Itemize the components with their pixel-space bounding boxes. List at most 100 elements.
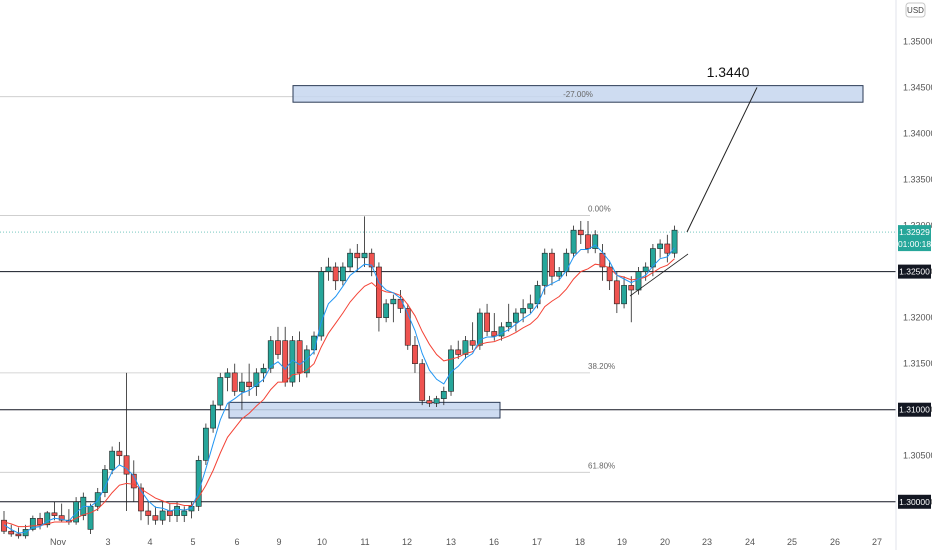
candle-body-up [520, 308, 527, 314]
candle [145, 501, 152, 525]
candle [671, 225, 678, 258]
candle-body-up [527, 303, 534, 309]
time-axis[interactable]: Nov 3 4 5 6 9 10 11 12 13 16 17 18 19 20 23 24 25 26 27 [50, 537, 882, 547]
level-price-tag: 1.32500 [898, 264, 931, 279]
candle-body-up [347, 252, 353, 268]
candle-body-down [376, 266, 382, 318]
candle [361, 216, 368, 267]
candle-body-down [613, 280, 620, 305]
candle [102, 464, 108, 498]
candle-body-up [621, 285, 627, 305]
x-tick-label: Nov [50, 537, 67, 547]
support-zone[interactable] [228, 401, 501, 419]
y-tick-label: 1.30500 [903, 451, 932, 461]
level-price-tag-label: 1.31000 [899, 405, 930, 415]
candle-body-down [469, 340, 476, 346]
y-tick-label: 1.34500 [903, 82, 932, 92]
candle-body-up [325, 266, 332, 272]
candle-body-down [368, 252, 375, 268]
candle-body-down [8, 530, 15, 535]
candle-body-down [166, 510, 173, 516]
fib-label: 0.00% [588, 204, 611, 213]
x-tick-label: 10 [317, 537, 327, 547]
target-zone[interactable] [292, 85, 864, 103]
currency-badge[interactable]: USD [905, 2, 926, 18]
candle-body-up [339, 266, 346, 282]
candle-body-down [606, 266, 613, 282]
candle [195, 455, 202, 511]
candle-body-down [145, 510, 152, 516]
candle-body-down [664, 243, 671, 254]
target-zone-label: -27.00% [563, 90, 593, 99]
candle-body-down [599, 252, 606, 268]
candle-body-down [585, 234, 591, 249]
candle [152, 506, 159, 525]
x-tick-label: 12 [402, 537, 412, 547]
candle [239, 372, 245, 410]
candle-body-up [592, 234, 599, 249]
candle [332, 262, 339, 291]
price-tags: 1.32500 1.31000 1.30000 1.32929 01:00:18 [898, 225, 931, 509]
horizontal-levels [0, 96, 896, 503]
candle-body-down [412, 344, 418, 364]
candle-body-up [505, 321, 512, 328]
x-tick-label: 4 [147, 537, 152, 547]
candle-body-down [51, 512, 58, 516]
candle [73, 497, 79, 525]
candle-body-down [275, 340, 281, 355]
candle-body-down [397, 298, 404, 309]
candle-body-up [513, 312, 519, 323]
candle [116, 441, 123, 465]
candle [606, 260, 613, 291]
x-tick-label: 26 [830, 537, 840, 547]
candle [577, 220, 584, 244]
currency-badge-box[interactable] [905, 2, 926, 18]
candle-body-up [556, 271, 563, 277]
candle [383, 299, 390, 323]
candle-body-down [231, 372, 238, 392]
trend-line [629, 253, 689, 297]
level-price-tag-label: 1.32500 [899, 267, 930, 277]
candle-body-up [649, 248, 656, 268]
candle-body-up [260, 367, 267, 374]
candle [202, 423, 209, 465]
candle-body-down [152, 515, 159, 521]
candle [390, 294, 397, 323]
candle [664, 234, 671, 263]
y-tick-label: 1.35000 [903, 36, 932, 46]
annotations: 0.00% 38.20% 61.80% -27.00% [563, 87, 758, 470]
candle [621, 276, 627, 309]
candle-body-up [541, 252, 548, 286]
x-tick-label: 27 [872, 537, 882, 547]
candle-body-up [159, 510, 166, 521]
zones[interactable] [228, 85, 864, 419]
candle [303, 345, 310, 378]
projection-line [686, 87, 758, 233]
candle-body-up [383, 303, 390, 318]
candle-body-down [332, 266, 339, 282]
candle [339, 262, 346, 286]
candle [282, 326, 289, 387]
candle [505, 303, 512, 332]
candle [426, 395, 433, 407]
candle-body-down [1, 519, 7, 532]
countdown-timer: 01:00:18 [898, 239, 931, 249]
candle-body-up [102, 469, 108, 493]
candle [29, 515, 36, 532]
candle [347, 248, 353, 272]
candle [325, 257, 332, 281]
y-tick-label: 1.34000 [903, 129, 932, 139]
y-tick-label: 1.31500 [903, 359, 932, 369]
candle [491, 313, 498, 341]
candle [109, 446, 116, 475]
candle [462, 336, 469, 360]
y-tick-label: 1.33500 [903, 175, 932, 185]
candle [8, 524, 15, 537]
candle-body-up [202, 427, 209, 461]
candle [412, 336, 418, 373]
candle-body-up [253, 372, 260, 387]
candle-body-down [354, 252, 361, 259]
target-price-label: 1.3440 [707, 64, 750, 80]
currency-label: USD [907, 6, 924, 15]
